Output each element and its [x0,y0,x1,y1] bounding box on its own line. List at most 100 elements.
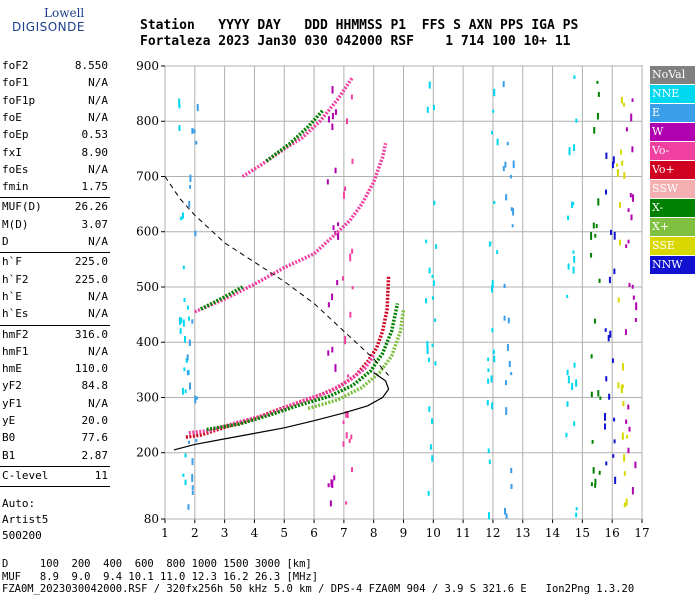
y-tick-label: 300 [136,390,159,404]
x-tick-label: 4 [251,526,259,540]
noise-echo [188,200,191,208]
noise-echo [609,330,612,338]
noise-echo [623,172,626,179]
param-row-hmf2: hmF2 316.0 [2,327,108,343]
noise-echo [631,284,634,289]
noise-echo [592,222,595,229]
noise-echo [185,358,188,363]
x-tick-label: 15 [575,526,590,540]
param-value: N/A [88,307,108,321]
noise-echo [431,343,434,348]
param-value: 225.0 [74,255,108,269]
noise-echo [491,328,494,333]
trace-x- [307,308,406,411]
legend-w: W [650,123,695,141]
noise-echo [178,317,181,325]
noise-echo [622,102,625,107]
x-tick-label: 14 [545,526,561,540]
param-label: foEs [2,162,29,176]
x-tick-label: 13 [515,526,530,540]
noise-echo [594,478,597,485]
x-tick-label: 17 [634,526,649,540]
noise-echo [596,80,599,84]
param-label: yF1 [2,396,22,410]
noise-echo [496,138,499,146]
noise-echo [487,512,490,520]
noise-echo [180,216,183,221]
noise-echo [567,263,570,270]
param-value: 3.07 [81,217,109,231]
noise-echo [605,376,608,382]
y-tick-label: 700 [136,169,159,183]
noise-echo [618,202,621,208]
y-tick-label: 200 [136,446,159,460]
trace-vo- [188,354,376,435]
noise-echo [621,389,624,394]
noise-echo [327,350,330,356]
noise-echo [349,253,352,262]
noise-echo [191,458,194,466]
trace-x--3rd [265,109,325,163]
noise-echo [625,419,628,424]
noise-echo [491,285,494,293]
noise-echo [432,104,435,111]
noise-echo [327,116,330,123]
noise-echo [351,158,354,164]
param-row-b0: B0 77.6 [2,430,108,446]
param-value: 2.87 [81,448,109,462]
noise-echo [505,194,508,201]
param-row-clevel: C-level 11 [2,468,108,484]
param-value: 8.90 [81,145,109,159]
x-tick-label: 6 [310,526,318,540]
noise-echo [620,96,623,104]
noise-echo [631,98,634,102]
noise-echo [510,207,513,212]
noise-echo [613,268,616,275]
noise-echo [186,354,189,361]
noise-echo [496,250,499,254]
auto-scaling-line: Auto: [2,497,36,511]
noise-echo [594,484,597,488]
noise-echo [623,454,626,462]
param-value: N/A [88,110,108,124]
noise-echo [327,302,330,308]
noise-echo [491,130,494,135]
legend-nnw: NNW [650,256,695,274]
footer-muf-row: MUF 8.9 9.0 9.4 10.1 11.0 12.3 16.2 26.3… [2,570,319,583]
param-separator [0,197,110,199]
noise-echo [195,396,198,400]
noise-echo [621,160,624,166]
param-separator [0,465,110,467]
param-label: h`F2 [2,272,29,286]
noise-echo [345,501,348,505]
param-row-ye: yE 20.0 [2,413,108,429]
noise-echo [620,149,623,155]
param-label: B1 [2,448,16,462]
noise-echo [575,512,578,518]
param-value: 316.0 [74,327,108,341]
x-tick-label: 12 [485,526,500,540]
noise-echo [183,335,186,343]
noise-echo [590,354,593,359]
noise-echo [191,473,194,482]
noise-echo [627,208,630,212]
noise-echo [191,127,194,134]
noise-echo [567,215,570,221]
param-label: B0 [2,431,16,445]
noise-echo [187,504,190,510]
param-value: N/A [88,93,108,107]
trace-vo--3rd [241,76,355,178]
noise-echo [184,389,187,394]
param-label: hmF2 [2,327,29,341]
noise-echo [503,283,506,289]
param-separator [0,252,110,254]
param-separator [0,486,110,488]
noise-echo [342,441,345,447]
noise-echo [572,202,575,206]
legend-voplus: Vo+ [650,161,695,179]
noise-echo [327,483,330,488]
param-label: foE [2,110,22,124]
noise-echo [573,362,576,368]
legend-vominus: Vo- [650,142,695,160]
noise-echo [345,432,348,439]
